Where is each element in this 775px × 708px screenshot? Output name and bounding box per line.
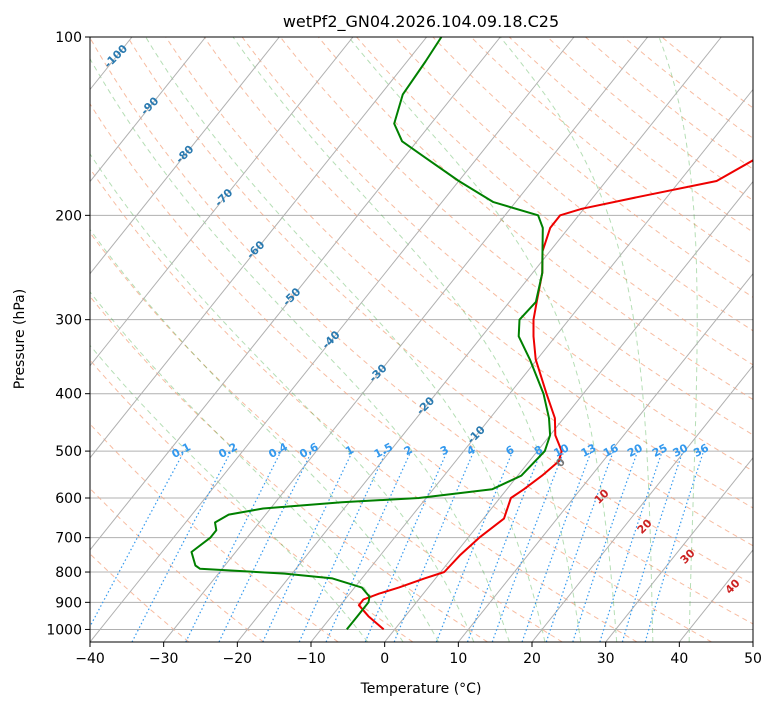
isotherm-line [90, 37, 354, 367]
x-tick-label: 40 [670, 651, 688, 667]
dry-adiabat-line [90, 295, 488, 642]
dry-adiabat-line [432, 37, 753, 298]
y-tick-label: 300 [55, 313, 82, 329]
x-tick-label: 30 [597, 651, 615, 667]
isotherm-line [90, 37, 575, 642]
mixing-ratio-line [262, 450, 354, 642]
x-tick-label: 50 [744, 651, 762, 667]
moist-adiabat-line [658, 37, 698, 642]
dry-adiabat-line [470, 37, 753, 265]
mixing-ratio-label: 30 [671, 441, 691, 460]
isotherm-line [163, 37, 649, 642]
mixing-ratio-line [545, 450, 614, 642]
y-tick-label: 900 [55, 595, 82, 611]
dry-adiabat-line [90, 487, 264, 642]
sounding-series [190, 37, 753, 631]
dry-adiabat-line [547, 37, 753, 201]
y-tick-label: 1000 [46, 622, 82, 638]
dry-adiabat-line [318, 37, 753, 401]
isotherm-line [605, 457, 753, 642]
mixing-ratio-line [572, 450, 639, 642]
mixing-ratio-line [298, 450, 387, 642]
chart-title: wetPf2_GN04.2026.104.09.18.C25 [283, 12, 559, 32]
dry-adiabats [90, 37, 753, 642]
y-tick-label: 200 [55, 208, 82, 224]
isotherm-line [236, 37, 722, 642]
x-tick-label: −10 [296, 651, 326, 667]
moist-adiabat-line [90, 228, 439, 642]
isotherm-line [90, 37, 501, 551]
isotherm-line [90, 37, 280, 275]
dry-adiabat-line [203, 37, 753, 509]
mixing-ratio-label: 25 [650, 441, 670, 460]
y-tick-label: 500 [55, 444, 82, 460]
x-tick-label: −40 [75, 651, 105, 667]
dry-adiabat-line [508, 37, 753, 233]
x-tick-label: −20 [223, 651, 253, 667]
moist-adiabat-line [90, 344, 369, 642]
isotherm-line [531, 364, 753, 642]
mixing-ratio-line [393, 450, 475, 642]
mixing-ratio-line [364, 450, 448, 642]
dry-adiabat-line [127, 37, 753, 585]
temperature-line [357, 159, 753, 631]
y-tick-label: 800 [55, 565, 82, 581]
mixing-ratio-line [218, 450, 313, 642]
moist-adiabat-line [90, 153, 475, 642]
y-tick-label: 700 [55, 531, 82, 547]
plot-frame [89, 36, 754, 643]
mixing-ratio-label: 13 [579, 441, 599, 460]
y-axis-label: Pressure (hPa) [12, 289, 28, 389]
x-tick-label: −30 [149, 651, 179, 667]
dry-adiabat-line [90, 231, 563, 642]
moist-adiabat-line [90, 57, 510, 642]
mixing-ratio-line [521, 450, 592, 642]
dewpoint-line [190, 37, 552, 631]
y-tick-label: 100 [55, 30, 82, 46]
mixing-ratio-line [621, 450, 684, 642]
y-tick-label: 600 [55, 491, 82, 507]
x-tick-label: 10 [449, 651, 467, 667]
x-tick-label: 0 [380, 651, 389, 667]
dry-adiabat-line [90, 37, 753, 625]
mixing-ratio-line [644, 450, 705, 642]
mixing-ratio-label: 36 [691, 441, 711, 460]
moist-adiabat-line [499, 37, 654, 642]
mixing-ratio-lines [90, 450, 705, 642]
isotherm-line [310, 88, 753, 642]
x-axis-ticks: −40 −30 −20 −10 0 10 20 30 40 50 [75, 642, 762, 667]
y-tick-label: 400 [55, 387, 82, 403]
dry-adiabat-line [356, 37, 753, 366]
x-tick-label: 20 [523, 651, 541, 667]
dry-adiabat-line [279, 37, 753, 436]
mixing-ratio-label: 20 [625, 441, 645, 460]
isotherms [90, 37, 753, 642]
mixing-ratio-line [325, 450, 412, 642]
dry-adiabat-line [90, 423, 339, 642]
isotherm-line [90, 37, 207, 183]
mixing-ratio-line [90, 450, 185, 628]
x-axis-label: Temperature (°C) [360, 681, 482, 697]
dry-adiabat-line [165, 37, 753, 547]
mixing-ratio-label: 16 [601, 441, 621, 460]
isotherm-line [384, 180, 753, 642]
mixing-ratio-line [599, 450, 663, 642]
dry-adiabat-line [90, 102, 712, 642]
isotherm-line [457, 272, 753, 642]
plot-area: 0.1 0.2 0.4 0.6 1 1.5 2 3 4 6 8 10 13 16 20 25 30 36-100-… [90, 37, 753, 642]
dry-adiabat-line [90, 167, 638, 642]
y-axis-ticks: 100 200 300 400 500 600 700 800 900 1000 [46, 30, 90, 638]
mixing-ratio-label: 10 [552, 441, 572, 460]
dry-adiabat-line [394, 37, 753, 332]
isotherm-line [90, 37, 428, 459]
